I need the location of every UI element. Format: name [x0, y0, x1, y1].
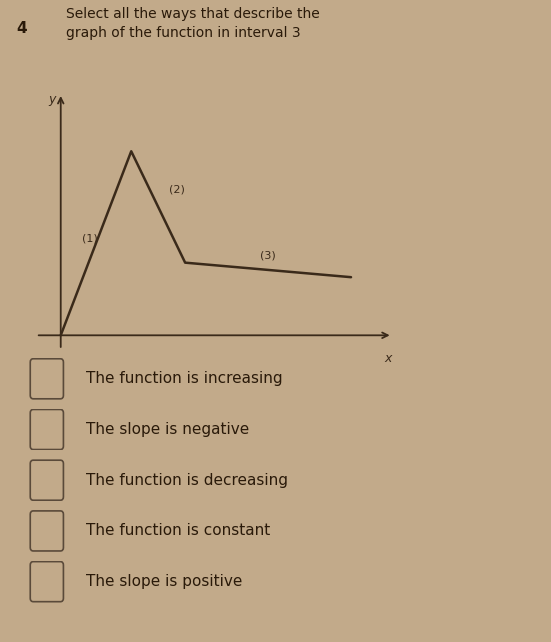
Text: Select all the ways that describe the
graph of the function in interval 3: Select all the ways that describe the gr… [66, 6, 320, 40]
Text: The function is decreasing: The function is decreasing [87, 473, 288, 488]
FancyBboxPatch shape [30, 511, 63, 551]
Text: 4: 4 [17, 21, 27, 36]
Text: The slope is negative: The slope is negative [87, 422, 250, 437]
FancyBboxPatch shape [30, 410, 63, 449]
Text: x: x [385, 352, 392, 365]
Text: (3): (3) [260, 250, 276, 260]
Text: y: y [48, 93, 56, 106]
FancyBboxPatch shape [30, 562, 63, 602]
Text: The function is constant: The function is constant [87, 523, 271, 539]
Text: The function is increasing: The function is increasing [87, 371, 283, 386]
FancyBboxPatch shape [30, 359, 63, 399]
Text: The slope is positive: The slope is positive [87, 574, 243, 589]
Text: (2): (2) [169, 185, 185, 195]
FancyBboxPatch shape [30, 460, 63, 500]
Text: (1): (1) [82, 233, 98, 243]
